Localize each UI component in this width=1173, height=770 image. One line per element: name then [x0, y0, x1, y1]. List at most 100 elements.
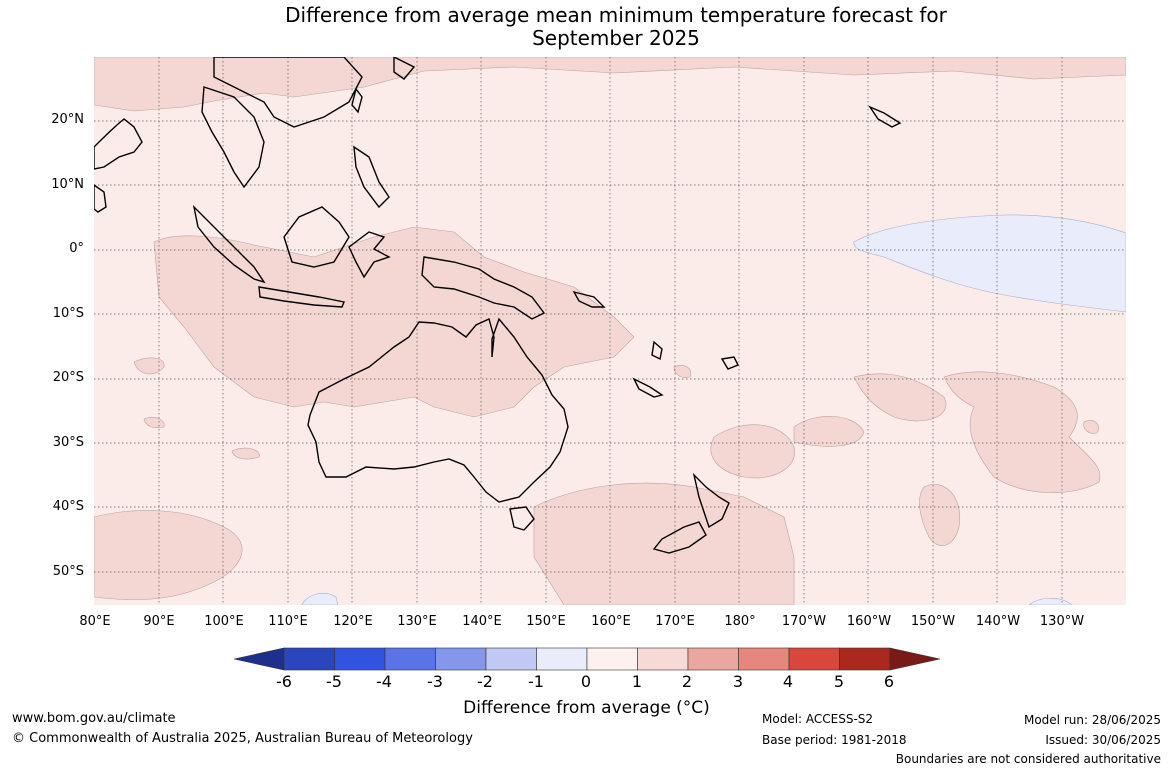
java-coast [258, 286, 345, 308]
australia-coast [307, 317, 569, 503]
colorbar-tick-minus2: -2 [477, 672, 493, 691]
lon-label-180: 180° [724, 614, 756, 629]
taiwan-coast [351, 87, 363, 114]
anomaly-minus1-to-0-regions [301, 214, 1126, 605]
anomaly-new-zealand [533, 482, 795, 605]
lat-label-20s: 20°S [52, 370, 84, 385]
new-guinea-coast [421, 256, 546, 320]
colorbar-cell [839, 647, 891, 671]
footer-boundaries: Boundaries are not considered authoritat… [895, 752, 1161, 766]
colorbar-cell [435, 647, 487, 671]
lat-label-50s: 50°S [52, 564, 84, 579]
colorbar-tick-minus5: -5 [326, 672, 342, 691]
sri-lanka-coast [94, 184, 107, 213]
new-zealand-south [652, 521, 707, 554]
colorbar-tick-0: 0 [580, 672, 592, 691]
lon-label-170e: 170°E [655, 614, 695, 629]
lon-label-150e: 150°E [526, 614, 566, 629]
anomaly-small-4 [231, 447, 260, 460]
china-coast [213, 57, 363, 128]
anomaly-south-pacific-3 [943, 371, 1101, 493]
colorbar-cell [485, 647, 537, 671]
footer-copyright: © Commonwealth of Australia 2025, Austra… [12, 731, 473, 746]
footer-base-period: Base period: 1981-2018 [762, 733, 907, 747]
sulawesi-coast [348, 231, 391, 279]
colorbar-tick-1: 1 [631, 672, 643, 691]
colorbar-tick-3: 3 [732, 672, 744, 691]
borneo-coast [283, 206, 350, 268]
colorbar-tick-4: 4 [782, 672, 794, 691]
anomaly-small-blue-southeast [1028, 597, 1073, 605]
colorbar-cell [384, 647, 436, 671]
anomaly-tasman-east [710, 424, 795, 479]
lat-label-40s: 40°S [52, 499, 84, 514]
solomon-islands [572, 290, 606, 308]
anomaly-small-1 [1083, 420, 1099, 434]
colorbar-cell [536, 647, 588, 671]
colorbar-tick-minus6: -6 [276, 672, 292, 691]
lat-label-10s: 10°S [52, 306, 84, 321]
lon-label-170w: 170°W [781, 614, 827, 629]
footer-website[interactable]: www.bom.gov.au/climate [12, 711, 176, 726]
colorbar-tick-minus1: -1 [528, 672, 544, 691]
japan-coast [393, 57, 416, 80]
indochina-coast [201, 86, 265, 189]
colorbar-tick-5: 5 [833, 672, 845, 691]
anomaly-south-pacific-4 [919, 484, 961, 546]
footer-model: Model: ACCESS-S2 [762, 712, 874, 726]
sumatra-coast [192, 204, 266, 284]
map-gridlines [94, 57, 1126, 605]
anomaly-small-blue-south [301, 593, 339, 605]
vanuatu [651, 340, 663, 361]
fiji [720, 356, 739, 370]
forecast-map [94, 57, 1126, 605]
colorbar-label: Difference from average (°C) [463, 698, 710, 718]
anomaly-small-3 [143, 417, 165, 429]
philippines-coast [353, 145, 390, 209]
anomaly-indonesia-australia [153, 226, 635, 418]
anomaly-equatorial-pacific [853, 214, 1126, 313]
lon-label-140e: 140°E [462, 614, 502, 629]
colorbar-arrow-high [889, 647, 940, 671]
colorbar-cell [637, 647, 689, 671]
colorbar-cell [788, 647, 840, 671]
new-caledonia [632, 377, 664, 398]
lon-label-130e: 130°E [397, 614, 437, 629]
footer-issued: Issued: 30/06/2025 [1045, 733, 1161, 747]
lat-label-10n: 10°N [51, 177, 84, 192]
colorbar-arrow-low [234, 647, 285, 671]
colorbar-cell [586, 647, 638, 671]
colorbar-cell [738, 647, 790, 671]
lon-label-150w: 150°W [910, 614, 956, 629]
lon-label-160e: 160°E [591, 614, 631, 629]
anomaly-south-pacific-1 [793, 416, 865, 447]
india-coast [94, 118, 143, 170]
new-zealand-north [692, 472, 730, 529]
map-svg [94, 57, 1126, 605]
anomaly-south-pacific-2 [853, 373, 947, 422]
anomaly-small-5 [673, 365, 692, 378]
colorbar-cell [334, 647, 386, 671]
anomaly-1-to-2-regions [94, 57, 1126, 605]
colorbar-cell [283, 647, 335, 671]
anomaly-small-2 [133, 357, 165, 375]
lon-label-100e: 100°E [204, 614, 244, 629]
tasmania-coast [509, 506, 535, 531]
colorbar-cell [687, 647, 739, 671]
colorbar-tick-6: 6 [883, 672, 895, 691]
coastlines [94, 57, 902, 554]
lon-label-120e: 120°E [333, 614, 373, 629]
colorbar-tick-minus3: -3 [427, 672, 443, 691]
lon-label-160w: 160°W [846, 614, 892, 629]
lat-label-0: 0° [69, 241, 84, 256]
hawaii [868, 105, 902, 128]
footer-model-run: Model run: 28/06/2025 [1023, 713, 1161, 727]
lon-label-110e: 110°E [268, 614, 308, 629]
lon-label-130w: 130°W [1039, 614, 1085, 629]
title-line-2: September 2025 [532, 26, 700, 50]
chart-title: Difference from average mean minimum tem… [0, 4, 1173, 50]
colorbar-tick-minus4: -4 [376, 672, 392, 691]
title-line-1: Difference from average mean minimum tem… [285, 3, 947, 27]
colorbar-tick-2: 2 [681, 672, 693, 691]
lon-label-80e: 80°E [79, 614, 111, 629]
